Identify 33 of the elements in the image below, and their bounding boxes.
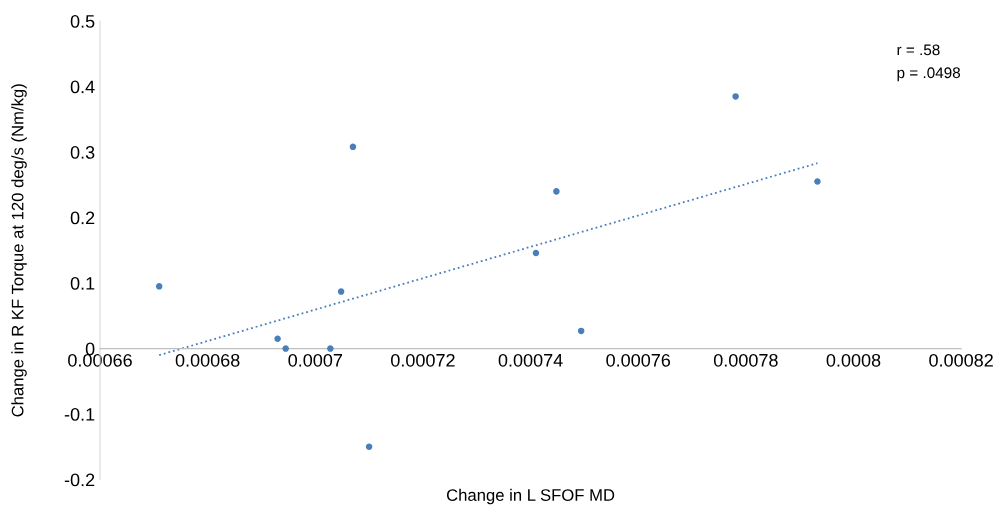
point xyxy=(337,288,345,295)
point xyxy=(577,327,585,335)
y-tick-label: 0.3 xyxy=(70,146,95,159)
point xyxy=(155,283,163,290)
point xyxy=(553,188,560,195)
y-tick-label: 0.5 xyxy=(70,15,95,28)
point xyxy=(327,345,334,352)
annotation: p = .0498 xyxy=(897,67,961,82)
y-tick-label: 0.4 xyxy=(70,80,95,94)
x-axis-title: Change in L SFOF MD xyxy=(446,488,615,505)
x-tick-label: 0.0008 xyxy=(826,353,881,367)
point xyxy=(814,178,821,185)
x-tick-label: 0.00082 xyxy=(929,353,993,367)
x-tick-label: 0.00072 xyxy=(391,353,455,367)
x-tick-label: 0.00068 xyxy=(175,353,240,367)
y-tick-label: 0 xyxy=(85,342,95,356)
annotation: r = .58 xyxy=(897,44,940,56)
x-tick-label: 0.00066 xyxy=(68,353,132,367)
y-axis-title: Change in R KF Torque at 120 deg/s (Nm/kg) xyxy=(11,84,27,417)
point xyxy=(365,443,373,451)
y-tick-label: 0.1 xyxy=(70,277,95,290)
y-tick-label: -0.2 xyxy=(64,473,95,487)
point xyxy=(274,335,281,343)
x-tick-label: 0.00076 xyxy=(606,353,671,367)
x-tick-label: 0.0007 xyxy=(288,353,342,367)
point xyxy=(349,143,357,151)
y-tick-label: -0.1 xyxy=(64,408,95,421)
point xyxy=(732,93,739,100)
x-tick-label: 0.00078 xyxy=(713,353,778,367)
point xyxy=(532,249,540,257)
y-tick-label: 0.2 xyxy=(70,211,95,225)
x-tick-label: 0.00074 xyxy=(498,353,563,367)
point xyxy=(282,345,289,352)
